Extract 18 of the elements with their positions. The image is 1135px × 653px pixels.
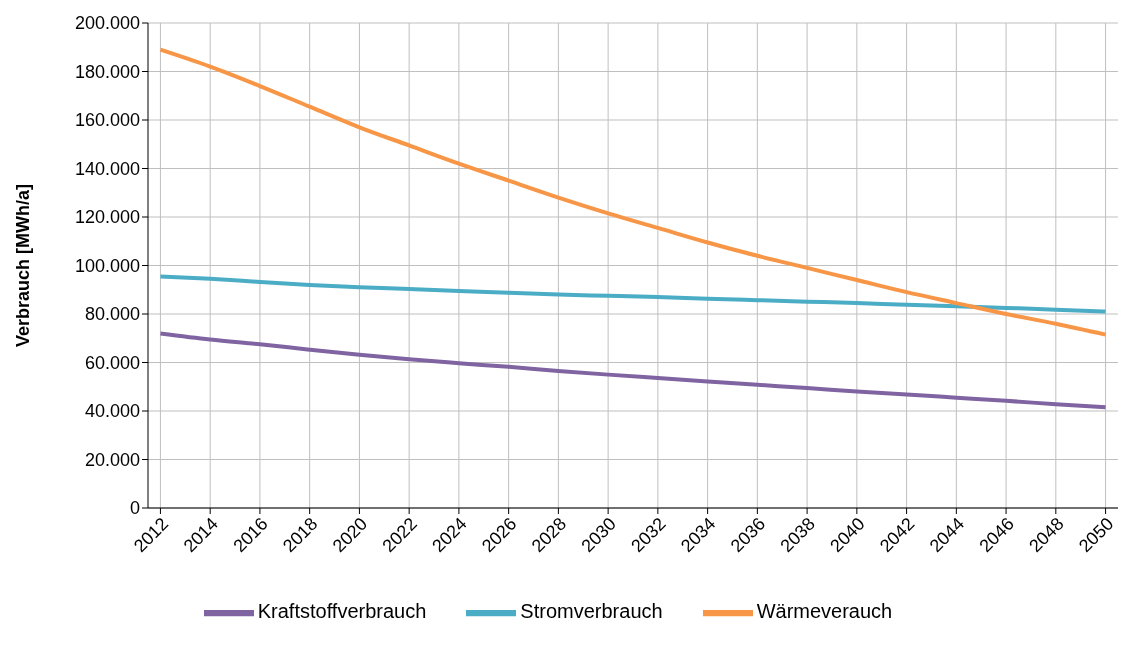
y-tick-label: 160.000 bbox=[74, 110, 140, 131]
legend-label: Wärmeverauch bbox=[756, 600, 893, 623]
y-tick-label: 200.000 bbox=[74, 13, 140, 34]
y-tick-label: 180.000 bbox=[74, 61, 140, 82]
line-series bbox=[158, 47, 1108, 337]
line-series bbox=[158, 274, 1108, 314]
y-tick-label: 60.000 bbox=[84, 352, 140, 373]
legend-label: Stromverbrauch bbox=[520, 600, 663, 623]
legend-label: Kraftstoffverbrauch bbox=[257, 600, 427, 623]
y-tick-label: 40.000 bbox=[84, 401, 140, 422]
y-tick-label: 120.000 bbox=[74, 207, 140, 228]
y-tick-label: 0 bbox=[129, 498, 140, 519]
y-tick-label: 80.000 bbox=[84, 304, 140, 325]
y-tick-label: 20.000 bbox=[84, 449, 140, 470]
y-tick-label: 100.000 bbox=[74, 255, 140, 276]
y-tick-label: 140.000 bbox=[74, 158, 140, 179]
line-series bbox=[158, 331, 1108, 410]
y-axis-title: Verbrauch [MWh/a] bbox=[13, 183, 34, 348]
